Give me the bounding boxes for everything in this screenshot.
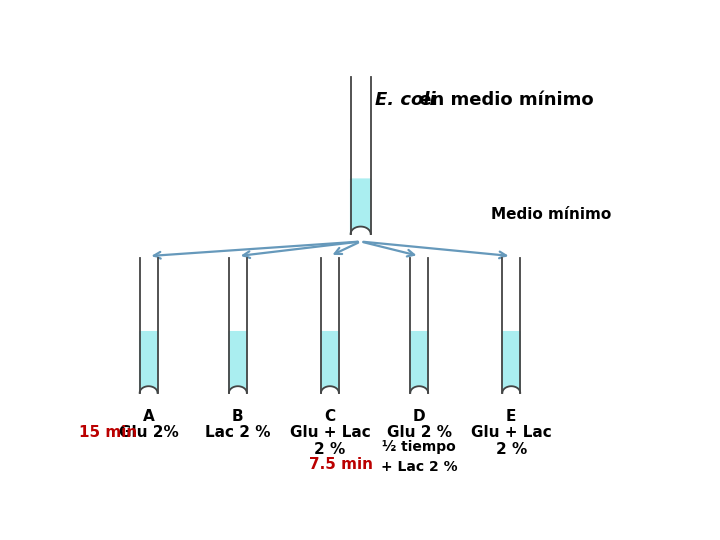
Polygon shape (503, 258, 521, 393)
Text: E. coli: E. coli (374, 91, 435, 109)
Polygon shape (321, 332, 339, 393)
Text: 2 %: 2 % (495, 442, 527, 457)
Text: C: C (325, 409, 336, 424)
Polygon shape (410, 332, 428, 393)
Text: + Lac 2 %: + Lac 2 % (381, 460, 457, 474)
Text: Glu + Lac: Glu + Lac (471, 426, 552, 440)
Text: en medio mínimo: en medio mínimo (413, 91, 593, 109)
Text: Lac 2 %: Lac 2 % (205, 426, 271, 440)
Polygon shape (503, 332, 521, 393)
Text: 2 %: 2 % (315, 442, 346, 457)
Text: Glu 2%: Glu 2% (119, 426, 179, 440)
Polygon shape (229, 332, 247, 393)
Polygon shape (321, 258, 339, 393)
Polygon shape (351, 77, 371, 234)
Polygon shape (410, 258, 428, 393)
Text: B: B (232, 409, 243, 424)
Text: 7.5 min: 7.5 min (309, 457, 373, 472)
Polygon shape (140, 332, 158, 393)
Polygon shape (140, 258, 158, 393)
Text: 15 min: 15 min (79, 426, 138, 440)
Text: Glu 2 %: Glu 2 % (387, 426, 451, 440)
Polygon shape (229, 258, 247, 393)
Text: D: D (413, 409, 426, 424)
Polygon shape (351, 179, 371, 234)
Text: A: A (143, 409, 155, 424)
Text: Glu + Lac: Glu + Lac (289, 426, 370, 440)
Text: E: E (506, 409, 516, 424)
Text: Medio mínimo: Medio mínimo (492, 207, 612, 222)
Text: ½ tiempo: ½ tiempo (382, 440, 456, 454)
